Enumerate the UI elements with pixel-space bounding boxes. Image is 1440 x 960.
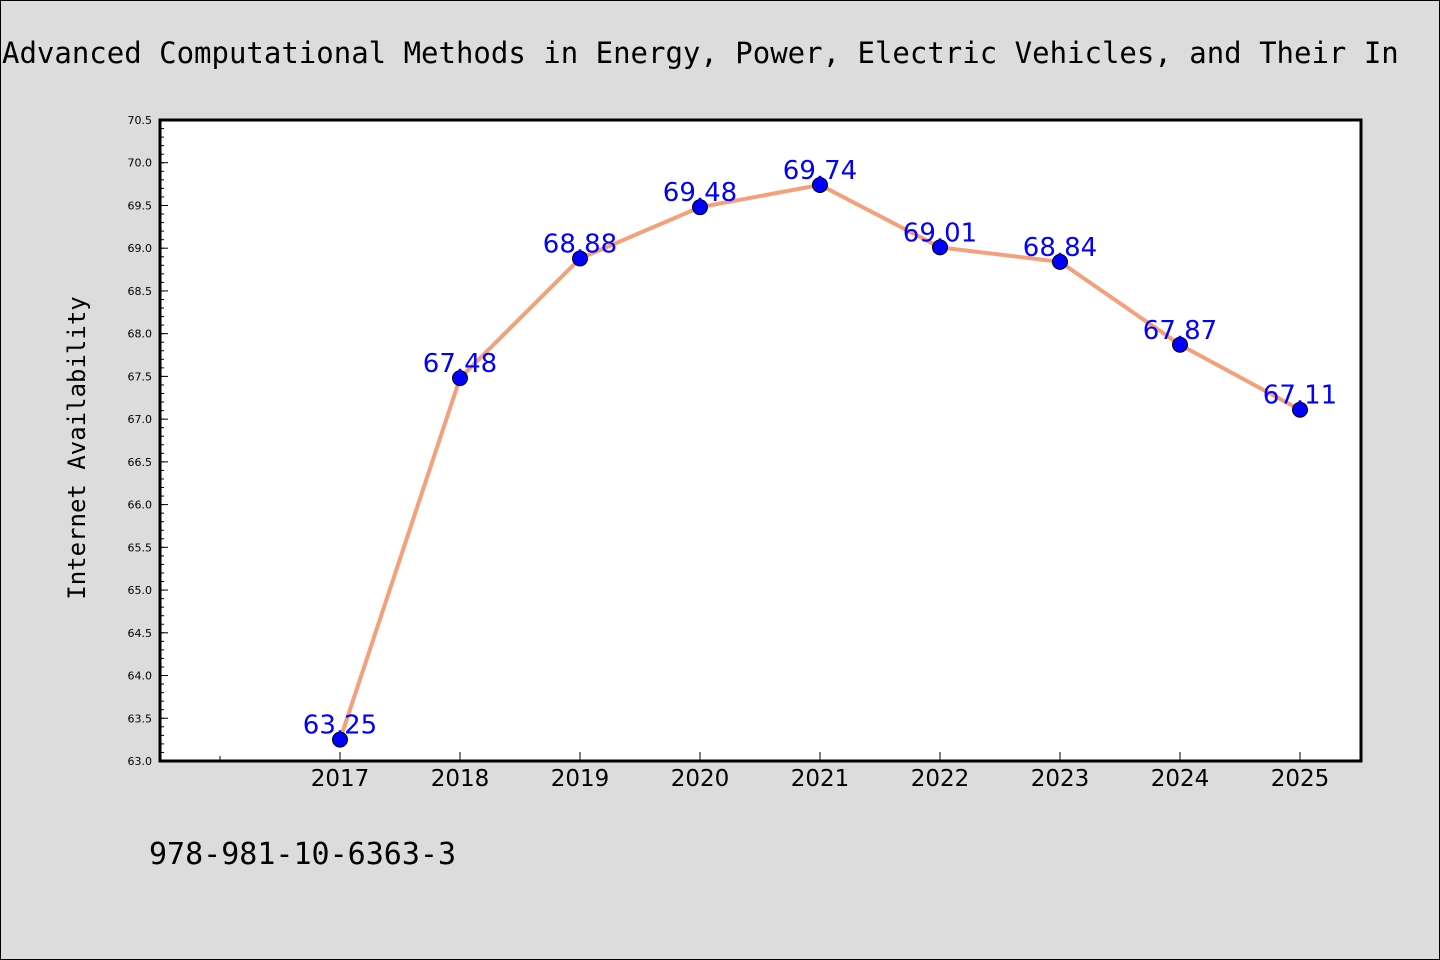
data-point-marker [812, 176, 828, 193]
y-tick-label: 67.5 [128, 370, 153, 383]
data-point-marker [332, 731, 348, 748]
x-tick-label: 2020 [671, 766, 730, 792]
plot-area [158, 118, 1363, 763]
data-label: 68.84 [1023, 233, 1097, 263]
y-tick-label: 63.5 [128, 712, 153, 725]
x-tick-label: 2024 [1151, 766, 1210, 792]
y-tick-label: 66.0 [128, 499, 153, 512]
x-tick-label: 2022 [911, 766, 970, 792]
y-axis-label: Internet Availability [63, 296, 91, 599]
data-label: 67.11 [1263, 381, 1337, 411]
isbn-footer: 978-981-10-6363-3 [149, 837, 456, 872]
data-point-marker [452, 370, 468, 387]
data-markers [332, 176, 1308, 748]
x-tick-label: 2021 [791, 766, 850, 792]
data-label: 67.48 [423, 349, 497, 379]
x-tick-label: 2019 [551, 766, 610, 792]
y-tick-label: 64.0 [128, 670, 153, 683]
y-tick-label: 68.5 [128, 285, 153, 298]
data-labels: 63.25 67.48 68.88 69.48 69.74 69.01 68.84 67.87… [303, 156, 1337, 741]
y-tick-label: 65.0 [128, 584, 153, 597]
data-label: 63.25 [303, 711, 377, 741]
axis-ticks [160, 119, 1301, 762]
y-tick-label: 67.0 [128, 413, 153, 426]
y-tick-label: 66.5 [128, 456, 153, 469]
data-point-marker [1292, 401, 1308, 418]
y-tick-label: 63.0 [128, 755, 153, 768]
y-tick-label: 65.5 [128, 541, 153, 554]
y-tick-label: 70.0 [128, 157, 153, 170]
data-point-marker [572, 250, 588, 267]
y-tick-label: 69.0 [128, 242, 153, 255]
data-label: 69.48 [663, 178, 737, 208]
x-tick-label: 2023 [1031, 766, 1090, 792]
chart-title: Advanced Computational Methods in Energy… [2, 36, 1399, 70]
y-axis-tick-labels: 63.0 63.5 64.0 64.5 65.0 65.5 66.0 66.5 67.0 67.5… [128, 114, 153, 768]
x-tick-label: 2017 [311, 766, 370, 792]
y-tick-label: 64.5 [128, 627, 153, 640]
x-tick-label: 2025 [1271, 766, 1330, 792]
data-point-marker [932, 239, 948, 256]
data-label: 69.01 [903, 218, 977, 248]
data-point-marker [1052, 253, 1068, 270]
data-point-marker [692, 199, 708, 216]
data-label: 67.87 [1143, 316, 1217, 346]
data-label: 69.74 [783, 156, 857, 186]
y-tick-label: 70.5 [128, 114, 153, 127]
data-label: 68.88 [543, 229, 617, 259]
x-tick-label: 2018 [431, 766, 490, 792]
data-point-marker [1172, 336, 1188, 353]
y-tick-label: 68.0 [128, 328, 153, 341]
x-axis-tick-labels: 2017 2018 2019 2020 2021 2022 2023 2024 2025 [311, 766, 1330, 792]
y-tick-label: 69.5 [128, 199, 153, 212]
